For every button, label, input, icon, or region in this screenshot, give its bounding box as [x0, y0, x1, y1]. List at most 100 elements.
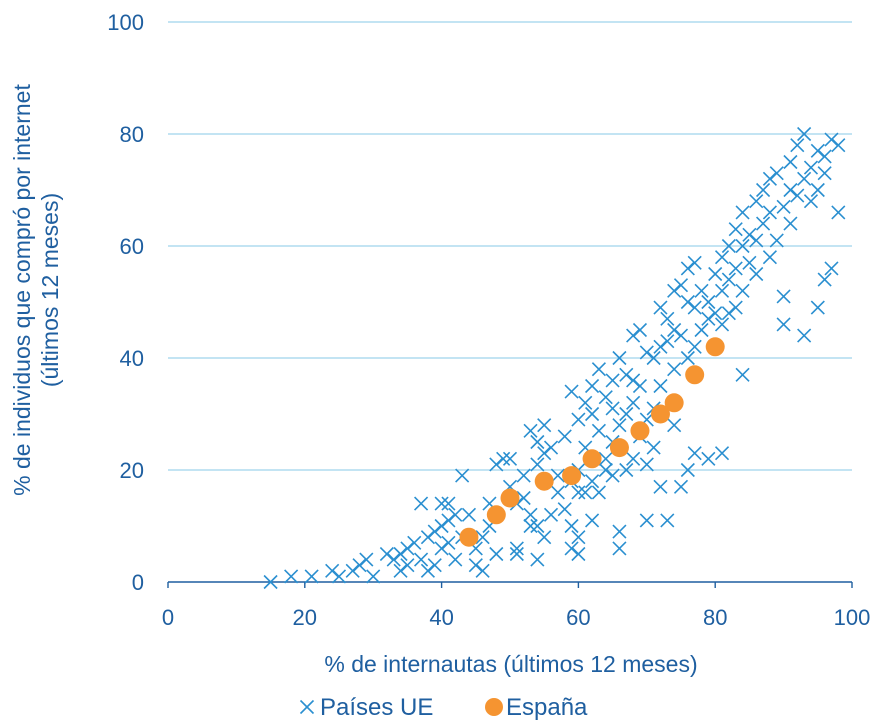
- y-axis-title-line-1: % de individuos que compró por internet: [9, 84, 35, 496]
- data-point-paises-ue: [673, 278, 689, 293]
- data-point-paises-ue: [509, 541, 524, 556]
- data-point-paises-ue: [728, 261, 743, 276]
- data-point-paises-ue: [619, 462, 634, 478]
- data-point-paises-ue: [680, 261, 695, 276]
- data-point-paises-ue: [714, 446, 730, 461]
- data-point-paises-ue: [585, 378, 600, 394]
- data-point-paises-ue: [783, 182, 798, 198]
- y-tick-label: 60: [120, 234, 144, 259]
- data-point-paises-ue: [598, 390, 613, 405]
- legend-x-icon: [299, 699, 315, 715]
- y-axis-ticks: 0 20 40 60 80 100: [107, 10, 144, 595]
- data-point-paises-ue: [366, 569, 381, 584]
- data-point-paises-ue: [701, 451, 716, 466]
- data-point-paises-ue: [550, 485, 565, 500]
- data-point-paises-ue: [653, 479, 668, 494]
- data-point-paises-ue: [537, 446, 552, 461]
- data-point-paises-ue: [632, 322, 648, 338]
- data-point-paises-ue: [817, 149, 832, 164]
- data-point-paises-ue: [612, 350, 627, 366]
- data-point-paises-ue: [434, 518, 449, 534]
- data-point-paises-ue: [762, 205, 777, 220]
- data-point-paises-ue: [427, 524, 442, 539]
- x-tick-label: 20: [293, 605, 317, 630]
- data-point-paises-ue: [797, 126, 812, 142]
- data-point-paises-ue: [537, 530, 552, 545]
- data-point-paises-ue: [304, 569, 319, 584]
- data-point-paises-ue: [605, 468, 620, 483]
- data-point-paises-ue: [496, 451, 511, 466]
- y-tick-label: 40: [120, 346, 144, 371]
- data-point-espana: [486, 505, 506, 525]
- data-point-paises-ue: [400, 558, 415, 573]
- data-point-paises-ue: [749, 266, 764, 282]
- data-point-paises-ue: [817, 166, 832, 181]
- legend-label-paises-ue: Países UE: [320, 694, 433, 721]
- data-point-espana: [630, 421, 650, 441]
- data-point-paises-ue: [434, 496, 449, 511]
- data-point-paises-ue: [448, 507, 463, 522]
- data-point-paises-ue: [639, 513, 654, 528]
- data-point-paises-ue: [803, 194, 819, 209]
- data-point-paises-ue: [441, 513, 456, 528]
- data-point-paises-ue: [331, 569, 347, 584]
- data-point-paises-ue: [667, 322, 682, 338]
- data-point-paises-ue: [831, 205, 846, 220]
- data-point-paises-ue: [708, 306, 723, 321]
- data-point-paises-ue: [325, 563, 340, 578]
- data-point-paises-ue: [571, 530, 586, 545]
- data-point-paises-ue: [489, 457, 504, 472]
- data-point-paises-ue: [810, 143, 825, 158]
- data-point-espana: [500, 488, 520, 508]
- data-point-paises-ue: [612, 418, 627, 433]
- data-point-paises-ue: [557, 429, 572, 444]
- data-point-paises-ue: [571, 485, 586, 500]
- data-point-paises-ue: [646, 350, 661, 366]
- data-point-paises-ue: [509, 546, 524, 562]
- data-point-paises-ue: [797, 171, 812, 186]
- data-point-paises-ue: [530, 434, 545, 450]
- series-espana: [459, 337, 725, 547]
- data-point-espana: [459, 527, 479, 547]
- data-point-paises-ue: [626, 451, 641, 466]
- data-point-paises-ue: [557, 502, 572, 517]
- data-point-paises-ue: [639, 345, 654, 360]
- data-point-paises-ue: [537, 418, 552, 433]
- data-point-paises-ue: [653, 339, 668, 354]
- data-point-paises-ue: [687, 446, 702, 461]
- data-point-paises-ue: [769, 166, 784, 181]
- data-point-paises-ue: [687, 339, 702, 354]
- data-point-paises-ue: [626, 328, 641, 343]
- data-point-paises-ue: [667, 283, 682, 298]
- data-point-paises-ue: [735, 367, 750, 382]
- data-point-paises-ue: [783, 216, 798, 231]
- y-tick-label: 0: [132, 570, 144, 595]
- legend-circle-icon: [485, 698, 503, 716]
- data-point-paises-ue: [680, 294, 695, 310]
- data-point-paises-ue: [455, 468, 470, 483]
- data-point-paises-ue: [660, 513, 675, 528]
- data-point-paises-ue: [824, 261, 839, 276]
- data-point-paises-ue: [667, 418, 682, 433]
- data-point-paises-ue: [721, 238, 736, 254]
- data-point-paises-ue: [448, 552, 463, 567]
- data-point-paises-ue: [475, 530, 490, 545]
- data-point-paises-ue: [701, 311, 716, 326]
- data-point-paises-ue: [756, 216, 771, 231]
- data-point-paises-ue: [776, 199, 791, 214]
- x-axis-title: % de internautas (últimos 12 meses): [324, 651, 697, 677]
- data-point-paises-ue: [585, 406, 600, 422]
- data-point-paises-ue: [667, 362, 682, 377]
- data-point-paises-ue: [639, 457, 654, 472]
- data-point-paises-ue: [414, 552, 429, 567]
- data-point-espana: [534, 471, 554, 491]
- data-point-paises-ue: [714, 250, 730, 265]
- data-point-paises-ue: [591, 362, 606, 377]
- data-point-paises-ue: [461, 507, 477, 522]
- data-point-paises-ue: [400, 541, 415, 556]
- data-point-paises-ue: [660, 334, 675, 349]
- data-point-paises-ue: [441, 535, 456, 550]
- data-point-paises-ue: [345, 563, 360, 578]
- data-point-paises-ue: [653, 378, 668, 394]
